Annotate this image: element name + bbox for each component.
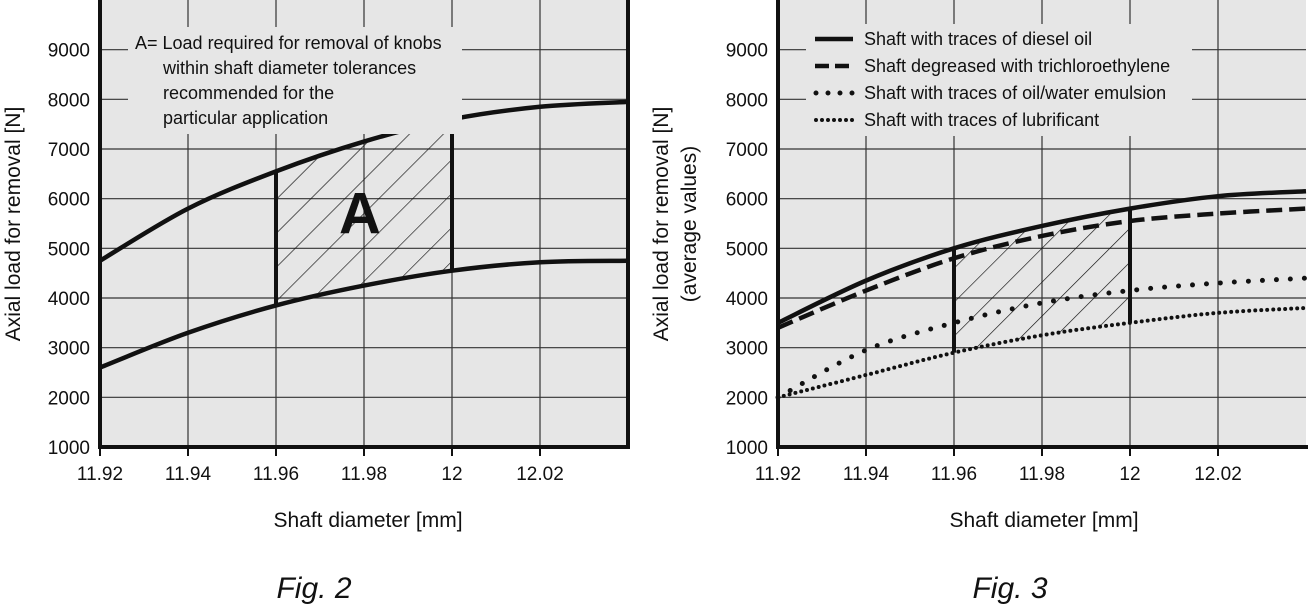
fig3-y-tick-label: 6000 (726, 190, 768, 211)
fig2-y-tick-label: 3000 (48, 339, 90, 360)
fig3-y-tick-label: 2000 (726, 388, 768, 409)
fig3-y-tick-label: 8000 (726, 90, 768, 111)
fig2-y-tick-label: 2000 (48, 388, 90, 409)
fig2-x-tick-label: 12 (441, 464, 462, 485)
fig3-y-ticks: 1000 2000 3000 4000 5000 6000 7000 8000 9000 (726, 41, 768, 459)
fig2-y-axis-label: Axial load for removal [N] (2, 107, 25, 342)
fig2-x-tick-label: 11.96 (253, 464, 299, 485)
fig2-annotation: A= Load required for removal of knobs wi… (135, 33, 442, 128)
fig2-x-tick-label: 11.92 (77, 464, 123, 485)
fig3-x-ticks: 11.92 11.94 11.96 11.98 12 12.02 (755, 447, 1242, 485)
fig2-x-tick-label: 11.94 (165, 464, 212, 485)
fig2-region-label: A (339, 182, 381, 247)
fig2-series-line-2 (99, 258, 629, 370)
fig3-y-axis-label-line-1: Axial load for removal [N] (650, 107, 673, 342)
fig3-y-tick-label: 5000 (726, 239, 768, 260)
fig2-chart: 1000 2000 3000 4000 5000 6000 7000 8000 9000 11.… (2, 0, 630, 605)
fig3-x-axis-label: Shaft diameter [mm] (949, 509, 1138, 532)
fig3-series-line-2 (777, 206, 1307, 330)
fig3-x-tick-label: 11.96 (931, 464, 977, 485)
fig3-series-line-3 (775, 275, 1308, 400)
fig2-y-tick-label: 4000 (48, 289, 90, 310)
fig2-x-tick-label: 11.98 (341, 464, 387, 485)
fig3-x-tick-label: 11.92 (755, 464, 801, 485)
fig2-x-tick-label: 12.02 (516, 464, 564, 485)
fig3-y-tick-label: 1000 (726, 438, 768, 459)
fig2-annotation-line-4: particular application (163, 108, 328, 128)
fig2-x-axis-label: Shaft diameter [mm] (273, 509, 462, 532)
fig3-series (775, 188, 1308, 400)
legend-label-lubrificant: Shaft with traces of lubrificant (864, 110, 1099, 130)
fig2-y-tick-label: 9000 (48, 41, 90, 62)
fig3-caption: Fig. 3 (972, 572, 1047, 605)
fig3-x-tick-label: 12.02 (1194, 464, 1242, 485)
fig2-y-tick-label: 6000 (48, 190, 90, 211)
fig2-y-tick-label: 8000 (48, 90, 90, 111)
fig2-y-tick-label: 5000 (48, 239, 90, 260)
fig3-y-tick-label: 4000 (726, 289, 768, 310)
legend-label-diesel-oil: Shaft with traces of diesel oil (864, 29, 1092, 49)
fig2-annotation-line-2: within shaft diameter tolerances (162, 58, 416, 78)
fig2-series-line-1 (98, 99, 629, 263)
fig2-annotation-line-3: recommended for the (163, 83, 334, 103)
fig2-hatched-region (276, 119, 452, 306)
fig2-x-ticks: 11.92 11.94 11.96 11.98 12 12.02 (77, 447, 564, 485)
fig3-x-tick-label: 11.94 (843, 464, 890, 485)
fig2-y-tick-label: 7000 (48, 140, 90, 161)
legend-label-trichloroethylene: Shaft degreased with trichloroethylene (864, 56, 1170, 76)
fig3-x-tick-label: 11.98 (1019, 464, 1065, 485)
fig3-y-tick-label: 3000 (726, 339, 768, 360)
fig2-y-ticks: 1000 2000 3000 4000 5000 6000 7000 8000 9000 (48, 41, 90, 459)
fig3-legend-box (806, 24, 1192, 136)
fig3-legend: Shaft with traces of diesel oil Shaft de… (813, 29, 1170, 130)
fig2-series (98, 99, 629, 370)
fig2-annotation-box (128, 27, 462, 134)
fig3-series-line-4 (776, 305, 1308, 400)
fig2-caption: Fig. 2 (276, 572, 351, 605)
legend-label-oil-water-emulsion: Shaft with traces of oil/water emulsion (864, 83, 1166, 103)
fig3-y-tick-label: 7000 (726, 140, 768, 161)
fig3-x-tick-label: 12 (1119, 464, 1140, 485)
fig2-annotation-line-1: A= Load required for removal of knobs (135, 33, 442, 53)
fig3-y-tick-label: 9000 (726, 41, 768, 62)
fig2-y-tick-label: 1000 (48, 438, 90, 459)
fig3-chart: 1000 2000 3000 4000 5000 6000 7000 8000 9000 11.… (650, 0, 1308, 605)
fig3-y-axis-label-line-2: (average values) (678, 146, 701, 302)
fig3-series-line-1 (777, 188, 1307, 325)
fig2-region (274, 119, 454, 306)
